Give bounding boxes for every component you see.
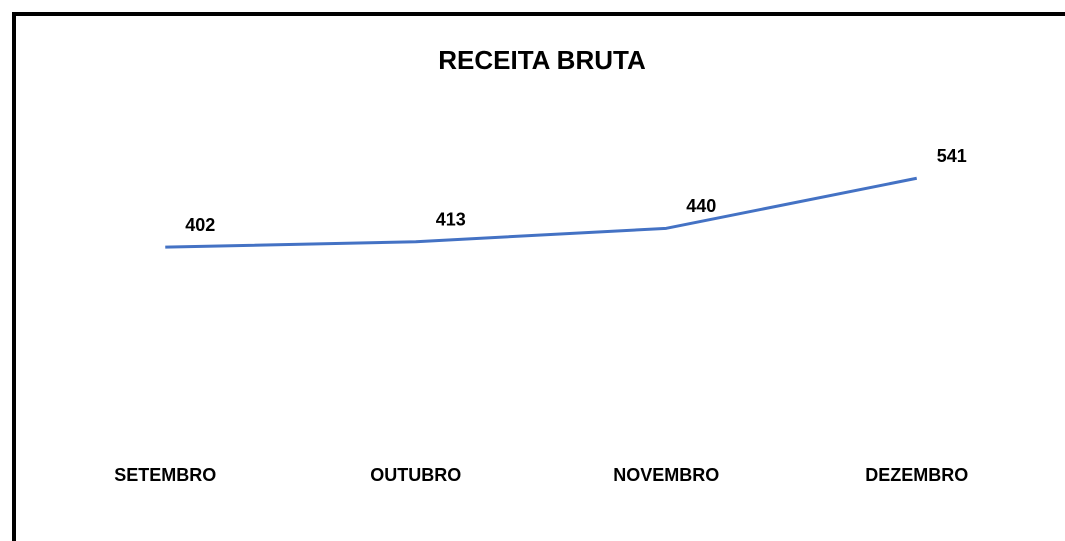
x-tick-label: SETEMBRO xyxy=(114,465,216,485)
data-label: 541 xyxy=(937,146,967,166)
data-label: 402 xyxy=(185,215,215,235)
x-tick-label: DEZEMBRO xyxy=(865,465,968,485)
chart-title: RECEITA BRUTA xyxy=(438,45,646,75)
x-tick-label: OUTUBRO xyxy=(370,465,461,485)
data-label: 413 xyxy=(436,209,466,229)
data-label: 440 xyxy=(686,196,716,216)
line xyxy=(165,176,918,249)
x-tick-label: NOVEMBRO xyxy=(613,465,719,485)
